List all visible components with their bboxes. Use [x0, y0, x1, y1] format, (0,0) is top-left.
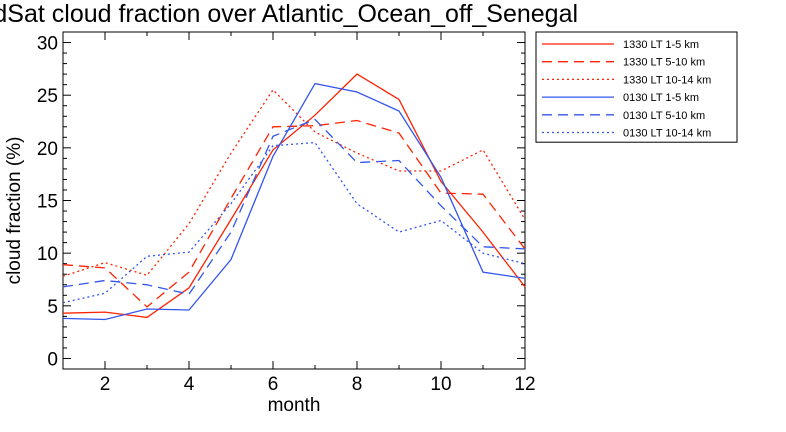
y-axis-label: cloud fraction (%): [4, 137, 25, 285]
x-tick-label: 4: [184, 374, 195, 395]
series-line-4: [62, 82, 526, 321]
series-line-3: [62, 88, 526, 277]
series-line-6: [62, 141, 526, 304]
legend-label: 0130 LT 5-10 km: [623, 110, 705, 122]
y-tick-label: 10: [37, 244, 58, 265]
plot-frame: [62, 31, 526, 370]
y-tick-label: 5: [47, 297, 58, 318]
series-line-2: [62, 119, 526, 308]
x-axis-label: month: [268, 395, 321, 416]
x-tick-label: 12: [514, 374, 535, 395]
legend-label: 1330 LT 5-10 km: [623, 57, 705, 69]
legend-label: 0130 LT 10-14 km: [623, 128, 711, 140]
y-tick-label: 0: [47, 349, 58, 370]
x-tick-label: 8: [352, 374, 363, 395]
chart-title: CloudSat cloud fraction over Atlantic_Oc…: [0, 0, 578, 28]
series-line-5: [62, 118, 526, 295]
legend-label: 1330 LT 1-5 km: [623, 39, 699, 51]
legend-label: 0130 LT 1-5 km: [623, 92, 699, 104]
y-tick-label: 30: [37, 34, 58, 55]
series-line-1: [62, 73, 526, 319]
y-tick-label: 25: [37, 86, 58, 107]
y-tick-label: 20: [37, 139, 58, 160]
y-axis: 0 5 10 15 20 25 30: [37, 34, 525, 370]
legend-label: 1330 LT 10-14 km: [623, 74, 711, 86]
x-tick-label: 2: [100, 374, 111, 395]
legend-box: [535, 31, 738, 143]
legend: 1330 LT 1-5 km 1330 LT 5-10 km 1330 LT 10-…: [535, 31, 738, 143]
x-axis: 2 4 6 8 10 12: [62, 32, 536, 395]
x-tick-label: 6: [268, 374, 279, 395]
series-lines: [62, 73, 526, 321]
x-tick-label: 10: [430, 374, 451, 395]
y-tick-label: 15: [37, 192, 58, 213]
